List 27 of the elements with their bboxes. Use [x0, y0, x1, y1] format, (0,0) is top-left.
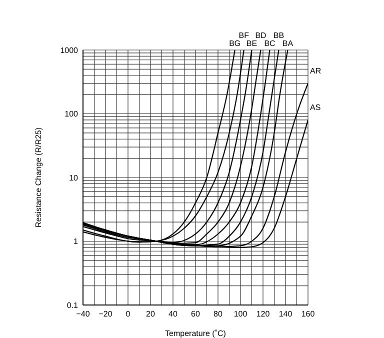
x-tick-label: 0	[126, 310, 131, 319]
series-label: BF	[238, 31, 250, 40]
x-tick-label: 80	[214, 310, 223, 319]
y-tick-label: 10	[69, 173, 79, 182]
x-tick-label: 60	[191, 310, 200, 319]
y-axis-title: Resistance Change (R/R25)	[34, 127, 43, 228]
x-tick-label: 160	[301, 310, 316, 319]
series-label: BB	[273, 31, 284, 40]
y-tick-label: 1000	[60, 46, 79, 55]
x-tick-label: −40	[76, 310, 90, 319]
series-label: AS	[310, 102, 321, 112]
y-tick-label: 0.1	[66, 300, 79, 310]
x-tick-label: −20	[98, 310, 113, 319]
x-axis-title: Temperature (˚C)	[165, 329, 226, 338]
x-tick-label: 20	[146, 310, 156, 319]
series-label: BD	[255, 31, 267, 40]
series-label: BA	[282, 39, 294, 48]
x-tick-label: 120	[256, 310, 270, 319]
x-tick-label: 40	[168, 310, 178, 319]
series-label: AR	[310, 66, 322, 76]
x-tick-label: 100	[234, 310, 248, 319]
x-tick-label: 140	[278, 310, 293, 319]
series-label: BG	[229, 39, 241, 48]
series-label: BE	[246, 39, 258, 48]
y-tick-label: 100	[64, 110, 79, 119]
y-tick-label: 1	[74, 237, 79, 246]
series-label: BC	[264, 39, 276, 48]
